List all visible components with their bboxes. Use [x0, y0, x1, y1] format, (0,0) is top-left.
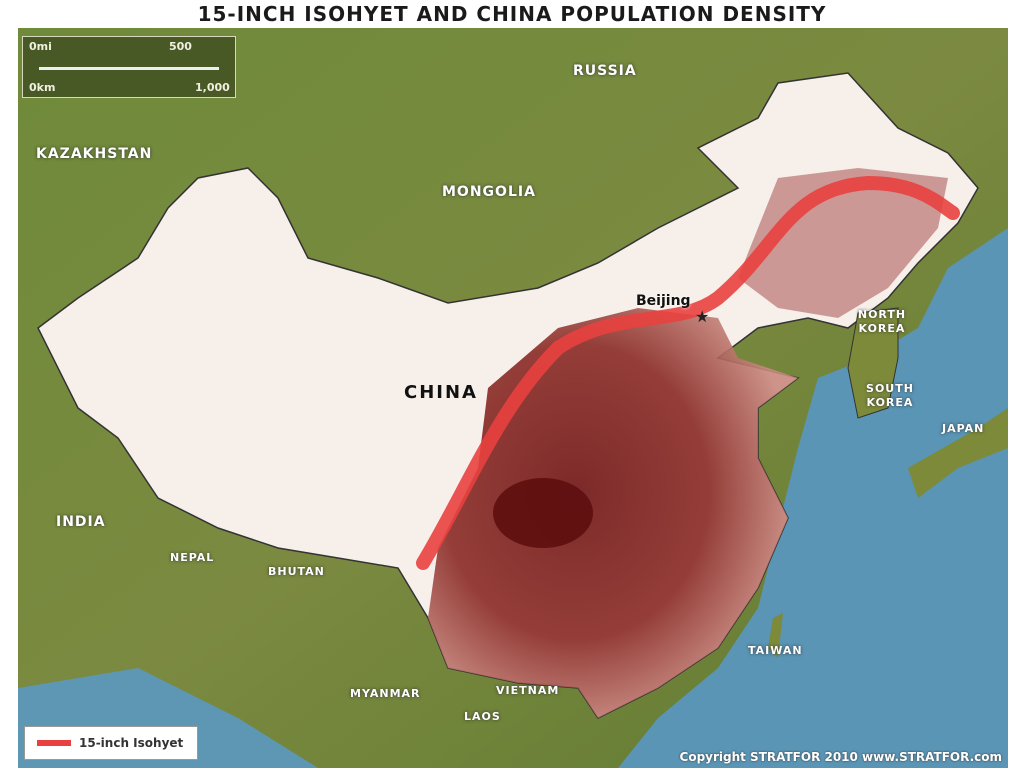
japan	[908, 408, 1008, 498]
label-japan: JAPAN	[942, 422, 985, 435]
label-laos: LAOS	[464, 710, 501, 723]
sichuan-density	[493, 478, 593, 548]
population-density-northeast	[738, 168, 948, 318]
scale-mi-start: 0mi	[29, 40, 52, 53]
label-nepal: NEPAL	[170, 551, 215, 564]
copyright: Copyright STRATFOR 2010 www.STRATFOR.com	[679, 750, 1002, 764]
scale-km-end: 1,000	[195, 81, 230, 94]
label-north-korea: NORTH KOREA	[857, 308, 907, 335]
label-beijing: Beijing	[636, 293, 691, 309]
label-china: CHINA	[404, 382, 478, 403]
map: ★	[18, 28, 1008, 768]
label-taiwan: TAIWAN	[748, 644, 803, 657]
scale-line	[39, 67, 219, 70]
label-bhutan: BHUTAN	[268, 565, 325, 578]
scale-km-start: 0km	[29, 81, 56, 94]
label-russia: RUSSIA	[573, 63, 637, 79]
scale-mi-mid: 500	[169, 40, 192, 53]
label-vietnam: VIETNAM	[496, 684, 560, 697]
label-south-korea: SOUTH KOREA	[866, 382, 914, 409]
map-title: 15-INCH ISOHYET AND CHINA POPULATION DEN…	[197, 2, 827, 26]
legend-label: 15-inch Isohyet	[79, 736, 184, 750]
legend-isohyet-swatch	[37, 740, 71, 746]
scale-bar: 0mi 500 0km 1,000	[22, 36, 236, 98]
beijing-star-icon: ★	[695, 307, 709, 326]
legend: 15-inch Isohyet	[24, 726, 198, 760]
label-india: INDIA	[56, 514, 106, 530]
isohyet-line	[416, 175, 960, 570]
population-density-area	[428, 308, 798, 718]
taiwan	[768, 613, 783, 658]
label-kazakhstan: KAZAKHSTAN	[36, 146, 153, 162]
label-mongolia: MONGOLIA	[442, 184, 536, 200]
sea	[618, 228, 1008, 768]
label-myanmar: MYANMAR	[350, 687, 421, 700]
korea	[847, 307, 899, 419]
